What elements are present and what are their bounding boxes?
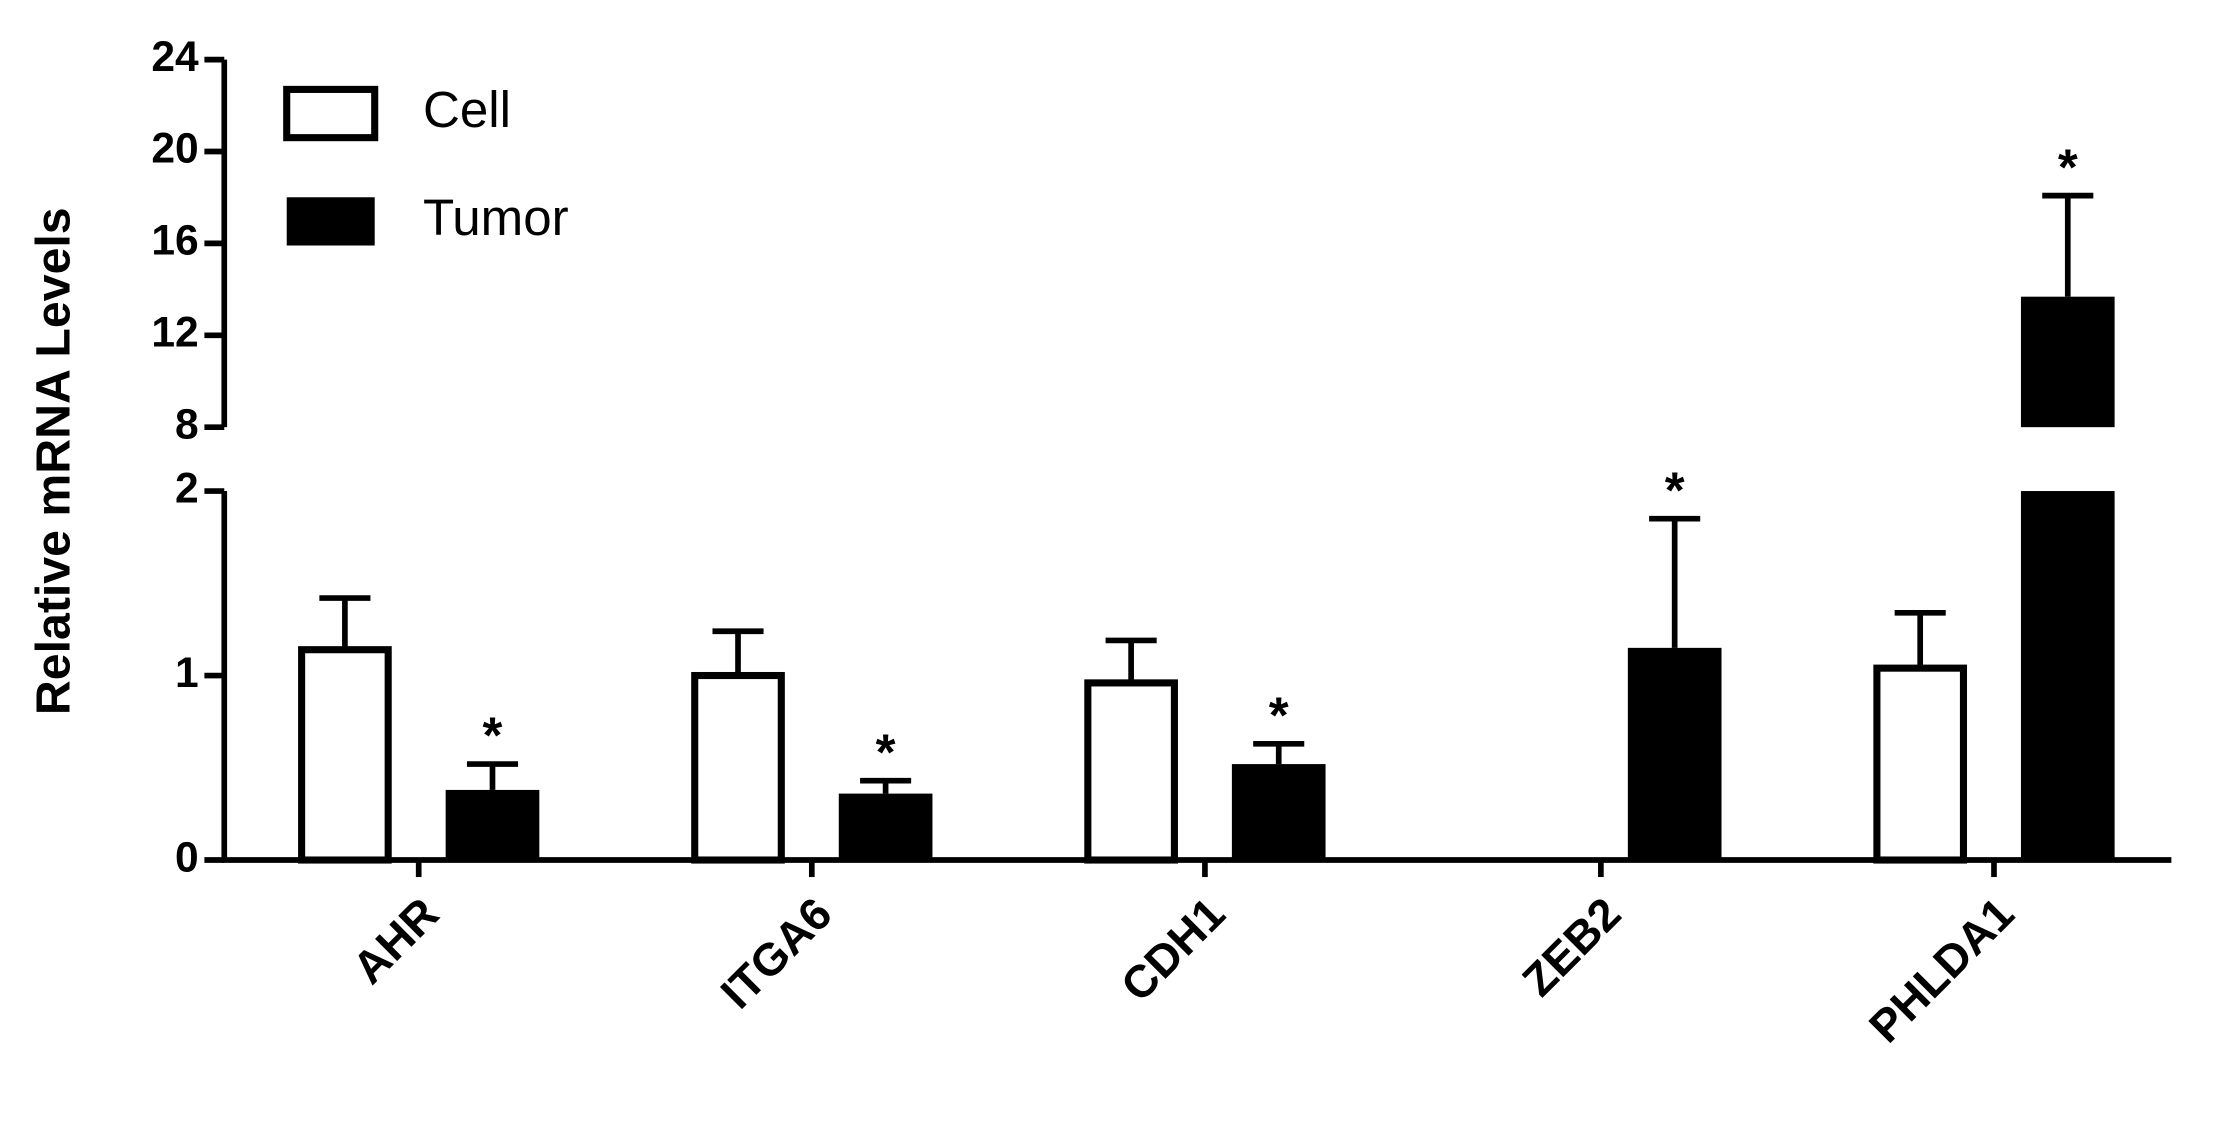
x-tick-label: ZEB2 <box>1512 888 1630 1006</box>
y-tick-label: 2 <box>175 464 199 512</box>
bar <box>445 789 540 861</box>
bar <box>1084 679 1178 864</box>
bar <box>838 793 933 861</box>
y-tick-label: 24 <box>151 33 199 81</box>
legend-label: Tumor <box>423 189 569 246</box>
bar <box>2020 296 2115 428</box>
significance-label: * <box>2058 138 2078 195</box>
x-tick-label: AHR <box>343 888 449 994</box>
bar <box>1873 664 1968 864</box>
y-tick-label: 16 <box>151 217 198 265</box>
significance-label: * <box>483 707 503 764</box>
x-tick-label: CDH1 <box>1111 888 1234 1011</box>
bar <box>1231 764 1326 861</box>
bar <box>2020 491 2115 861</box>
legend-label: Cell <box>423 81 511 138</box>
y-axis-label: Relative mRNA Levels <box>27 207 81 715</box>
legend-swatch <box>283 85 379 142</box>
y-tick-label: 20 <box>151 125 198 173</box>
y-tick-label: 12 <box>151 309 198 357</box>
x-tick-label: PHLDA1 <box>1859 888 2024 1053</box>
y-tick-label: 0 <box>175 833 199 881</box>
significance-label: * <box>876 723 896 780</box>
bar <box>298 646 392 864</box>
y-tick-label: 8 <box>175 400 199 448</box>
legend-swatch <box>286 197 375 246</box>
x-tick-label: ITGA6 <box>711 888 842 1019</box>
significance-label: * <box>1665 461 1685 518</box>
bar <box>691 671 785 864</box>
significance-label: * <box>1269 686 1289 743</box>
bar <box>1627 647 1722 861</box>
y-tick-label: 1 <box>175 649 199 697</box>
